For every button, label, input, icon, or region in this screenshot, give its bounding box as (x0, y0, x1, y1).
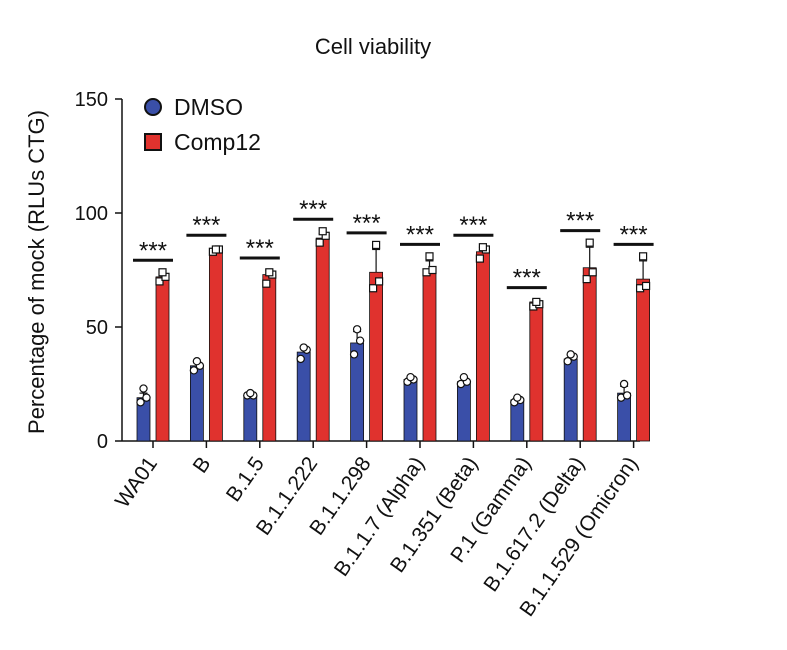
data-point-square (369, 284, 378, 293)
legend-label: Comp12 (174, 129, 261, 155)
data-point-square (641, 281, 651, 291)
bar-group: *** (239, 235, 280, 442)
legend-label: DMSO (174, 94, 243, 120)
bar-group: *** (613, 221, 654, 442)
axes: 0 50 100 150 (75, 89, 640, 453)
comp12-bar (155, 276, 170, 442)
data-point-circle (406, 372, 415, 382)
comp12-bar (208, 249, 223, 442)
data-point-circle (299, 343, 308, 352)
comp12-bar (475, 251, 490, 442)
legend: DMSO Comp12 (144, 94, 261, 155)
legend-marker-dmso (144, 98, 162, 116)
x-tick-label: B.1.5 (222, 453, 269, 506)
data-point-circle (349, 350, 359, 359)
x-tick-label: B (189, 453, 216, 478)
data-point-square (318, 227, 327, 236)
legend-marker-comp12 (144, 133, 162, 151)
dmso-bar (189, 365, 204, 442)
significance-label: *** (406, 221, 434, 248)
dmso-bar (456, 381, 471, 442)
y-tick-label: 0 (97, 431, 108, 453)
data-point-square (211, 245, 220, 254)
data-point-square (475, 254, 484, 263)
data-point-circle (355, 336, 365, 345)
y-tick-label: 50 (86, 317, 108, 339)
data-point-circle (136, 398, 145, 407)
data-point-square (315, 238, 324, 247)
y-tick-label: 150 (75, 89, 108, 111)
data-point-square (532, 297, 541, 307)
y-axis-label: Percentage of mock (RLUs CTG) (24, 110, 49, 434)
data-point-circle (563, 357, 572, 366)
comp12-bar (315, 237, 330, 442)
x-tick-label: WA01 (111, 453, 162, 512)
bars: *** *** *** *** *** *** *** *** *** *** (133, 196, 654, 442)
data-point-square (265, 268, 274, 277)
dmso-bar (243, 394, 258, 442)
data-point-circle (142, 393, 151, 402)
bar-group: *** (346, 210, 387, 442)
data-point-circle (622, 391, 632, 400)
significance-label: *** (513, 265, 541, 292)
data-point-circle (139, 384, 148, 393)
significance-label: *** (566, 208, 594, 235)
bar-group: *** (293, 196, 334, 442)
data-point-circle (192, 357, 202, 366)
significance-label: *** (139, 237, 167, 264)
dmso-bar (403, 379, 418, 442)
comp12-bar (636, 278, 650, 442)
comp12-bar (262, 274, 277, 442)
data-point-square (582, 275, 591, 284)
significance-label: *** (459, 212, 487, 239)
data-point-circle (296, 354, 305, 364)
significance-label: *** (192, 212, 220, 239)
data-point-square (425, 252, 434, 261)
significance-label: *** (299, 196, 327, 223)
data-point-square (428, 265, 437, 275)
data-point-square (588, 268, 597, 277)
data-point-circle (566, 350, 575, 359)
comp12-bar (422, 269, 437, 442)
bar-group: *** (560, 208, 601, 442)
data-point-square (375, 277, 384, 286)
bar-group: *** (453, 212, 494, 442)
data-point-circle (246, 388, 255, 398)
comp12-bar (529, 301, 544, 442)
significance-label: *** (353, 210, 381, 237)
bar-group: *** (506, 265, 547, 442)
data-point-square (585, 238, 594, 247)
bar-group: *** (133, 237, 173, 442)
data-point-circle (189, 366, 199, 375)
data-point-circle (352, 325, 362, 334)
data-point-circle (619, 379, 629, 389)
data-point-square (372, 240, 381, 250)
data-point-circle (459, 372, 469, 382)
data-point-square (158, 268, 167, 277)
data-point-circle (513, 393, 522, 402)
dmso-bar (296, 351, 311, 442)
data-point-square (262, 279, 271, 288)
comp12-bar (369, 271, 384, 442)
dmso-bar (563, 358, 578, 442)
y-tick-label: 100 (75, 203, 108, 225)
comp12-bar (582, 267, 597, 442)
chart-title: Cell viability (315, 34, 431, 59)
data-point-square (155, 277, 164, 286)
data-point-square (638, 252, 648, 261)
bar-group: *** (400, 221, 440, 442)
significance-label: *** (246, 235, 274, 262)
significance-label: *** (620, 221, 648, 248)
data-point-square (478, 243, 487, 252)
bar-group: *** (186, 212, 227, 442)
